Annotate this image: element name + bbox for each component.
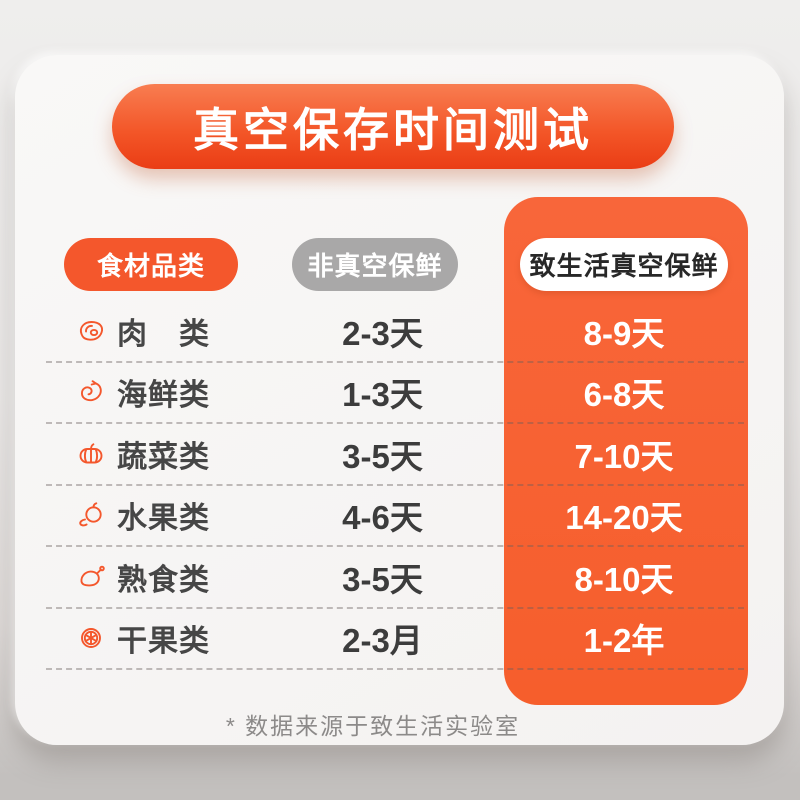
non-vacuum-value: 2-3天 [342,314,423,352]
table-row: 干果类 2-3月 1-2年 [46,609,744,670]
category-cell: 水果类 [46,493,261,537]
column-header-category: 食材品类 [64,238,238,291]
data-source-footnote: * 数据来源于致生活实验室 [225,713,521,739]
category-cell: 干果类 [46,616,261,660]
title-banner: 真空保存时间测试 [112,84,674,169]
vacuum-value: 8-10天 [574,560,674,598]
column-header-vacuum-label: 致生活真空保鲜 [529,251,719,281]
non-vacuum-value: 3-5天 [342,437,423,475]
vacuum-value: 14-20天 [565,499,683,537]
vacuum-value: 6-8天 [583,376,665,414]
non-vacuum-value: 3-5天 [342,560,423,598]
page-title: 真空保存时间测试 [193,103,593,156]
category-label: 熟食类 [117,563,210,597]
table-row: 水果类 4-6天 14-20天 [46,486,744,547]
column-header-non-vacuum: 非真空保鲜 [292,238,458,291]
category-cell: 肉 类 [46,309,261,353]
category-cell: 海鲜类 [46,370,261,414]
category-label: 肉 类 [117,317,210,351]
column-header-vacuum: 致生活真空保鲜 [520,238,728,291]
non-vacuum-value: 4-6天 [342,499,423,537]
non-vacuum-value: 1-3天 [342,376,423,414]
category-label: 水果类 [117,502,210,536]
comparison-table: 肉 类 2-3天 8-9天 海鲜类 1-3天 6-8天 蔬菜类 3-5天 7-1… [46,301,744,670]
category-label: 海鲜类 [117,379,210,413]
category-cell: 熟食类 [46,555,261,599]
table-row: 熟食类 3-5天 8-10天 [46,547,744,609]
vegetable-icon [75,438,107,470]
table-row: 肉 类 2-3天 8-9天 [46,301,744,363]
shrimp-icon [75,376,107,408]
vacuum-value: 8-9天 [583,314,665,352]
content-card: 真空保存时间测试 食材品类 非真空保鲜 致生活真空保鲜 肉 类 2-3天 8-9… [15,55,784,745]
fruit-icon [75,499,107,531]
non-vacuum-value: 2-3月 [342,622,423,660]
column-header-category-label: 食材品类 [96,251,205,281]
category-cell: 蔬菜类 [46,432,261,476]
dried-fruit-icon [75,622,107,654]
vacuum-value: 1-2年 [583,622,665,660]
meat-icon [75,315,107,347]
cooked-food-icon [75,561,107,593]
vacuum-value: 7-10天 [574,437,674,475]
category-label: 干果类 [117,625,210,659]
table-row: 蔬菜类 3-5天 7-10天 [46,424,744,486]
category-label: 蔬菜类 [117,440,210,474]
table-row: 海鲜类 1-3天 6-8天 [46,363,744,424]
column-header-non-vacuum-label: 非真空保鲜 [307,251,443,281]
